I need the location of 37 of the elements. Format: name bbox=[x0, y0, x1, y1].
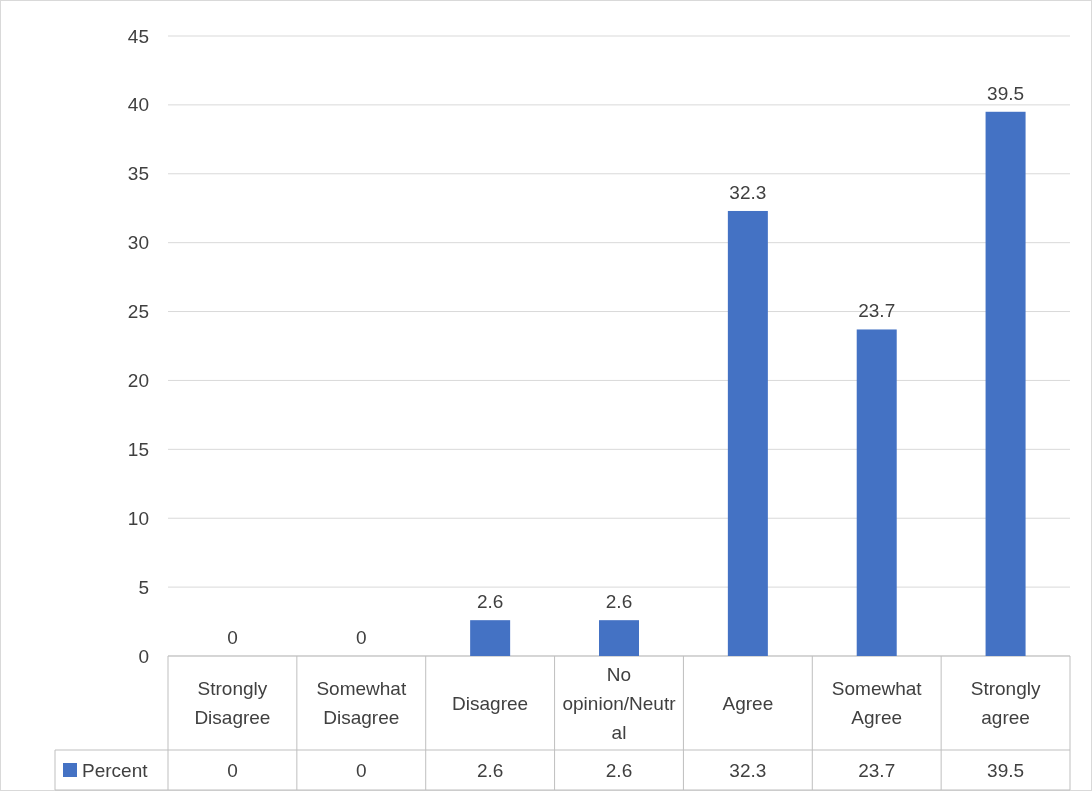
data-label: 2.6 bbox=[476, 591, 504, 613]
text: 0 bbox=[356, 759, 367, 781]
text: 32.3 bbox=[729, 759, 767, 781]
legend-label: Percent bbox=[82, 759, 149, 781]
x-tick-label: Strongly Disagree bbox=[194, 678, 271, 729]
y-tick-label: 40 bbox=[127, 94, 149, 116]
bar bbox=[727, 210, 768, 656]
y-tick-label: 30 bbox=[127, 232, 149, 254]
y-tick-label: 0 bbox=[138, 645, 149, 667]
x-tick-label: Somewhat Agree bbox=[831, 678, 923, 729]
bar bbox=[470, 620, 511, 656]
data-label: 0 bbox=[227, 627, 238, 648]
text: 39.5 bbox=[987, 759, 1025, 781]
y-tick-label: 5 bbox=[138, 576, 149, 598]
y-tick-label: 35 bbox=[127, 163, 149, 185]
y-tick-label: 45 bbox=[127, 25, 149, 47]
x-tick-label: Strongly agree bbox=[970, 678, 1041, 729]
y-tick-label: 15 bbox=[127, 438, 149, 460]
x-tick-label: Agree bbox=[722, 692, 774, 714]
text: 2.6 bbox=[605, 759, 633, 781]
text: 2.6 bbox=[476, 759, 504, 781]
y-tick-label: 25 bbox=[127, 301, 149, 323]
data-label: 2.6 bbox=[605, 591, 633, 613]
text: 0 bbox=[227, 759, 238, 781]
y-tick-label: 20 bbox=[127, 370, 149, 392]
bar bbox=[599, 620, 639, 656]
data-label: 39.5 bbox=[987, 82, 1025, 104]
y-tick-label: 10 bbox=[127, 507, 149, 529]
text: 23.7 bbox=[858, 759, 896, 781]
x-tick-label: No opinion/Neutral bbox=[562, 663, 677, 743]
bar bbox=[856, 329, 897, 656]
x-tick-label: Disagree bbox=[452, 692, 529, 714]
x-tick-label: Somewhat Disagree bbox=[316, 678, 407, 729]
bar bbox=[985, 111, 1026, 656]
data-label: 0 bbox=[356, 627, 367, 648]
data-label: 32.3 bbox=[729, 181, 767, 203]
data-label: 23.7 bbox=[858, 300, 896, 322]
